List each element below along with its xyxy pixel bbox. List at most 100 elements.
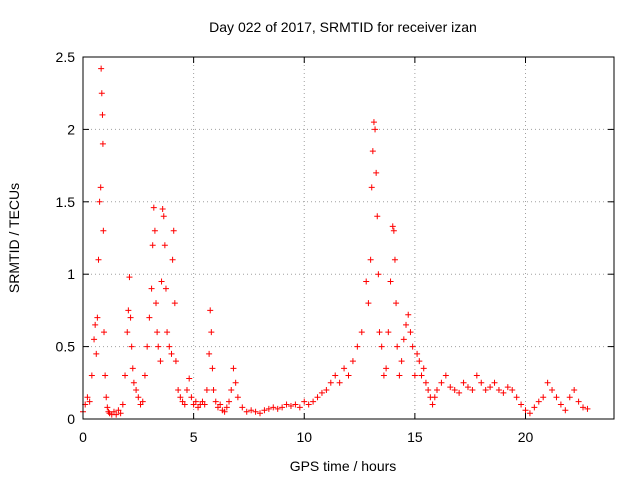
data-point [181, 401, 188, 408]
data-point [239, 404, 246, 411]
y-tick-label: 2 [67, 121, 75, 137]
data-point [270, 404, 277, 411]
data-point [164, 329, 171, 336]
data-point [252, 408, 259, 415]
data-point [232, 379, 239, 386]
data-point [175, 387, 182, 394]
data-point [177, 394, 184, 401]
data-point [469, 387, 476, 394]
data-point [378, 343, 385, 350]
data-point [411, 372, 418, 379]
y-tick-label: 0.5 [56, 339, 76, 355]
data-point [150, 204, 157, 211]
data-point [314, 394, 321, 401]
data-point [327, 379, 334, 386]
data-point [456, 389, 463, 396]
data-point [154, 329, 161, 336]
data-point [130, 379, 137, 386]
data-point [518, 401, 525, 408]
data-point [310, 398, 317, 405]
data-point [248, 407, 255, 414]
data-point [407, 329, 414, 336]
data-point [274, 405, 281, 412]
data-point [495, 387, 502, 394]
data-point [487, 384, 494, 391]
data-point [98, 90, 105, 97]
data-point [230, 365, 237, 372]
grid-lines [83, 57, 614, 419]
data-point [261, 407, 268, 414]
data-point [94, 314, 101, 321]
data-point [482, 387, 489, 394]
data-point [566, 394, 573, 401]
data-point [155, 343, 162, 350]
data-point [301, 398, 308, 405]
data-point [210, 387, 217, 394]
data-point [128, 343, 135, 350]
data-point [125, 307, 132, 314]
data-point [389, 223, 396, 230]
data-point [101, 329, 108, 336]
data-point [429, 401, 436, 408]
data-point [234, 394, 241, 401]
data-point [405, 311, 412, 318]
data-point [431, 394, 438, 401]
data-point [159, 206, 166, 213]
data-point [544, 379, 551, 386]
data-point [447, 384, 454, 391]
x-tick-label: 15 [407, 429, 423, 445]
data-point [473, 372, 480, 379]
data-point [208, 329, 215, 336]
x-tick-label: 20 [518, 429, 534, 445]
data-point [365, 300, 372, 307]
data-point [345, 372, 352, 379]
data-point [161, 242, 168, 249]
data-point [243, 408, 250, 415]
data-point [207, 307, 214, 314]
data-point [420, 365, 427, 372]
data-point [349, 358, 356, 365]
y-tick-label: 1.5 [56, 194, 76, 210]
data-point [584, 405, 591, 412]
data-point [358, 329, 365, 336]
data-point [409, 343, 416, 350]
data-point [323, 387, 330, 394]
data-point [217, 401, 224, 408]
data-point [221, 408, 228, 415]
data-point [183, 387, 190, 394]
data-point [192, 398, 199, 405]
data-point [84, 394, 91, 401]
data-point [460, 379, 467, 386]
data-point [206, 350, 213, 357]
data-point [292, 401, 299, 408]
data-point [336, 379, 343, 386]
data-point [341, 365, 348, 372]
data-point [363, 278, 370, 285]
data-point [201, 401, 208, 408]
data-point [129, 365, 136, 372]
data-point [553, 394, 560, 401]
data-point [442, 372, 449, 379]
axis-ticks: 0 0.5 1 1.5 2 2.5 0 5 10 15 20 [56, 49, 614, 445]
data-point [203, 387, 210, 394]
data-point [370, 119, 377, 126]
data-point [491, 379, 498, 386]
data-point [113, 411, 120, 418]
data-point [97, 184, 104, 191]
data-point [526, 410, 533, 417]
data-point [373, 169, 380, 176]
data-point [367, 256, 374, 263]
data-point [383, 365, 390, 372]
chart-title: Day 022 of 2017, SRMTID for receiver iza… [209, 19, 477, 35]
plot-frame [82, 56, 615, 420]
data-point [92, 321, 99, 328]
data-point [372, 126, 379, 133]
data-point [160, 213, 167, 220]
data-point [580, 404, 587, 411]
data-point [422, 379, 429, 386]
data-point [96, 198, 103, 205]
data-point [141, 372, 148, 379]
data-point [387, 278, 394, 285]
data-point [549, 387, 556, 394]
y-tick-label: 0 [67, 411, 75, 427]
